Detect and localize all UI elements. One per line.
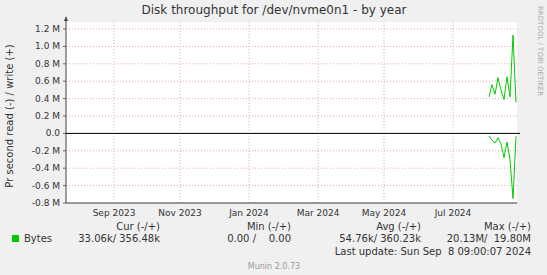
zero-axis: [66, 133, 520, 134]
legend-stat-value: 54.76k/ 360.23k: [339, 233, 421, 244]
series-line: [489, 35, 516, 102]
legend-stat-value: 0.00 / 0.00: [227, 233, 291, 244]
side-text: RRDTOOL / TOBI OETIKER: [536, 6, 544, 96]
grid-line: [66, 203, 517, 204]
x-tick-label: Mar 2024: [297, 208, 340, 218]
background: [0, 0, 547, 275]
grid-line: [66, 63, 517, 64]
y-tick-label: 1.0 M: [35, 41, 60, 51]
grid-line: [318, 22, 319, 203]
y-tick-label: 0.2 M: [35, 111, 60, 121]
grid-line: [66, 150, 517, 151]
series-group: [489, 35, 516, 199]
legend-stat-header: Max (-/+): [484, 221, 531, 232]
grid-line: [66, 81, 517, 82]
legend-stat-header: Avg (-/+): [376, 221, 421, 232]
series-line: [489, 136, 516, 199]
y-axis: [66, 20, 67, 203]
legend-stat-header: Min (-/+): [247, 221, 291, 232]
legend-stat-header: Cur (-/+): [116, 221, 160, 232]
grid-line: [66, 29, 517, 30]
x-tick-label: Jan 2024: [228, 208, 269, 218]
y-tick-label: 0.4 M: [35, 94, 60, 104]
chart: -0.8 M -0.6 M -0.4 M -0.2 M 0.0 0.2 M 0.4 M 0.6…: [0, 0, 547, 275]
y-tick-label: 0.6 M: [35, 76, 60, 86]
plot-canvas: [66, 22, 517, 203]
y-label: Pr second read (-) / write (+): [4, 44, 15, 187]
legend-label: Bytes: [24, 233, 52, 244]
title: Disk throughput for /dev/nvme0n1 - by ye…: [142, 3, 407, 17]
y-tick-label: -0.6 M: [32, 181, 60, 191]
grid-line: [66, 98, 517, 99]
grid-line: [66, 116, 517, 117]
grid-line: [66, 185, 517, 186]
legend-stat-value: 20.13M/ 19.80M: [447, 233, 531, 244]
footer: Last update: Sun Sep 8 09:00:07 2024: [335, 246, 531, 257]
y-tick-label: 0.8 M: [35, 59, 60, 69]
x-tick-label: Sep 2023: [93, 208, 136, 218]
grid-line: [249, 22, 250, 203]
y-tick-label: 1.2 M: [35, 24, 60, 34]
credit: Munin 2.0.73: [248, 262, 300, 271]
x-tick-label: Jul 2024: [434, 208, 472, 218]
x-tick-label: May 2024: [362, 208, 407, 218]
grid-line: [66, 168, 517, 169]
y-tick-label: 0.0: [46, 128, 61, 138]
grid-line: [384, 22, 385, 203]
y-tick-label: -0.2 M: [32, 146, 60, 156]
range-bottom: [66, 203, 517, 204]
x-tick-label: Nov 2023: [158, 208, 201, 218]
y-tick-label: -0.8 M: [32, 198, 60, 208]
grid-line: [453, 22, 454, 203]
legend-swatch: [12, 235, 19, 242]
grid-line: [114, 22, 115, 203]
y-tick-label: -0.4 M: [32, 163, 60, 173]
legend-stat-value: 33.06k/ 356.48k: [78, 233, 160, 244]
grid-line: [66, 46, 517, 47]
axis-arrow: [64, 16, 68, 21]
grid-line: [180, 22, 181, 203]
